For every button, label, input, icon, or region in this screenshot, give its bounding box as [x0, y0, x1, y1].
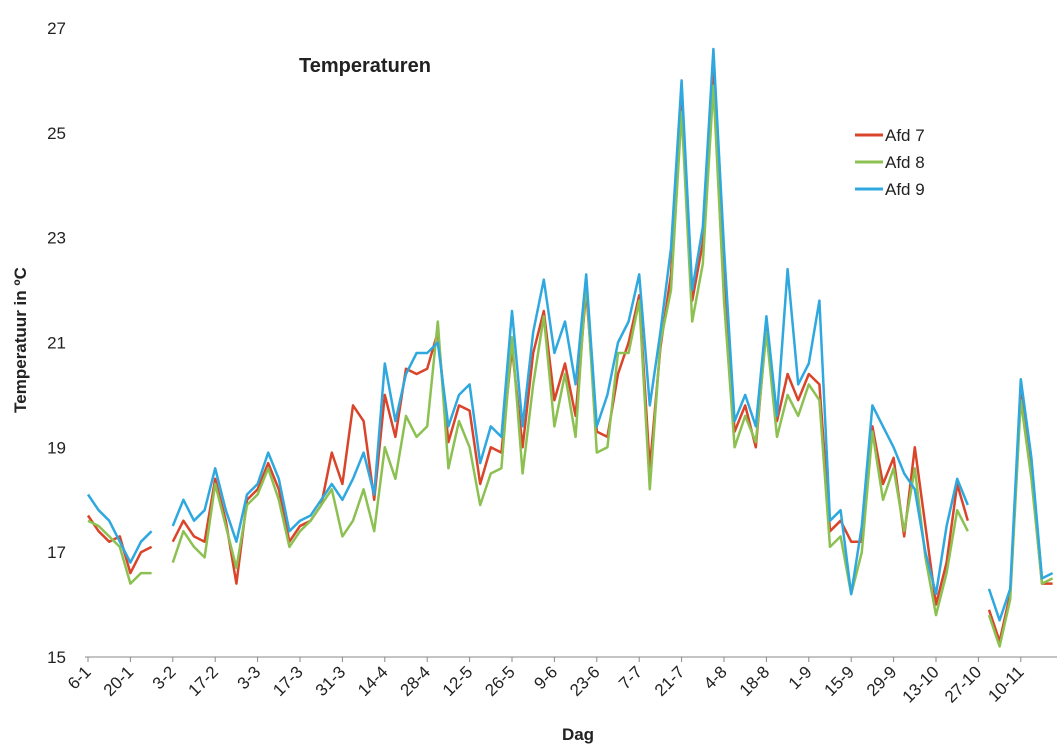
x-tick-label: 18-8 [736, 662, 773, 699]
line-series [86, 47, 1054, 622]
x-axis-label: Dag [562, 725, 594, 744]
y-tick-label: 15 [47, 648, 66, 667]
x-tick-label: 3-3 [234, 662, 265, 693]
x-tick-label: 20-1 [100, 662, 137, 699]
legend-label: Afd 8 [885, 153, 925, 172]
x-tick-label: 28-4 [397, 662, 434, 699]
x-tick-label: 17-2 [185, 662, 222, 699]
x-tick-label: 7-7 [615, 662, 646, 693]
y-tick-label: 21 [47, 334, 66, 353]
x-tick-label: 31-3 [312, 662, 349, 699]
x-tick-label: 29-9 [863, 662, 900, 699]
x-tick-label: 1-9 [785, 662, 816, 693]
x-tick-label: 23-6 [566, 662, 603, 699]
x-tick-label: 6-1 [64, 662, 95, 693]
y-tick-label: 17 [47, 543, 66, 562]
y-tick-label: 19 [47, 438, 66, 457]
x-tick-label: 26-5 [481, 662, 518, 699]
x-tick-label: 4-8 [700, 662, 731, 693]
legend-label: Afd 7 [885, 126, 925, 145]
x-tick-label: 27-10 [941, 662, 985, 706]
chart-title: Temperaturen [299, 55, 431, 77]
x-tick-label: 15-9 [821, 662, 858, 699]
x-tick-label: 21-7 [651, 662, 688, 699]
x-tick-label: 10-11 [984, 662, 1027, 705]
x-tick-label: 17-3 [269, 662, 306, 699]
x-tick-label: 14-4 [354, 662, 391, 699]
y-tick-label: 25 [47, 124, 66, 143]
legend-label: Afd 9 [885, 180, 925, 199]
x-tick-label: 3-2 [149, 662, 180, 693]
y-axis-label: Temperatuur in ºC [11, 267, 30, 413]
x-tick-label: 13-10 [899, 662, 943, 706]
x-tick-label: 12-5 [439, 662, 476, 699]
y-tick-label: 23 [47, 229, 66, 248]
y-tick-label: 27 [47, 19, 66, 38]
x-tick-label: 9-6 [530, 662, 561, 693]
